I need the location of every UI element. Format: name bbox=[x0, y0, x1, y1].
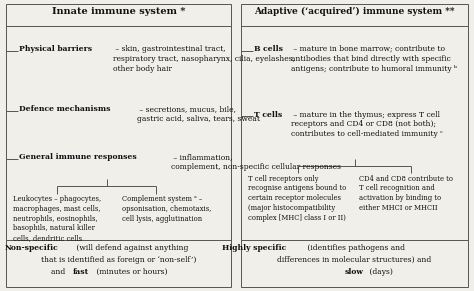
Text: (will defend against anything: (will defend against anything bbox=[74, 244, 189, 252]
Text: – mature in bone marrow; contribute to
antibodies that bind directly with specif: – mature in bone marrow; contribute to a… bbox=[292, 45, 457, 73]
Text: Highly specific: Highly specific bbox=[222, 244, 286, 252]
Text: B cells: B cells bbox=[254, 45, 283, 53]
Text: and: and bbox=[51, 268, 68, 276]
Text: – skin, gastrointestinal tract,
respiratory tract, nasopharynx, cilia, eyelashes: – skin, gastrointestinal tract, respirat… bbox=[113, 45, 295, 73]
Text: Physical barriers: Physical barriers bbox=[19, 45, 92, 53]
Text: (days): (days) bbox=[367, 268, 392, 276]
Text: CD4 and CD8 contribute to
T cell recognition and
activation by binding to
either: CD4 and CD8 contribute to T cell recogni… bbox=[359, 175, 453, 212]
Text: that is identified as foreign or ‘non-self’): that is identified as foreign or ‘non-se… bbox=[41, 256, 196, 264]
Text: (identifies pathogens and: (identifies pathogens and bbox=[305, 244, 405, 252]
Text: slow: slow bbox=[345, 268, 364, 276]
Text: Defence mechanisms: Defence mechanisms bbox=[19, 105, 110, 113]
Text: Adaptive (‘acquired’) immune system **: Adaptive (‘acquired’) immune system ** bbox=[255, 7, 455, 16]
Text: Complement system ᵃ –
opsonisation, chemotaxis,
cell lysis, agglutination: Complement system ᵃ – opsonisation, chem… bbox=[122, 195, 211, 223]
Text: T cell receptors only
recognise antigens bound to
certain receptor molecules
(ma: T cell receptors only recognise antigens… bbox=[248, 175, 346, 222]
Text: – mature in the thymus; express T cell
receptors and CD4 or CD8 (not both);
cont: – mature in the thymus; express T cell r… bbox=[291, 111, 442, 138]
Text: Leukocytes – phagocytes,
macrophages, mast cells,
neutrophils, eosinophils,
baso: Leukocytes – phagocytes, macrophages, ma… bbox=[13, 195, 101, 242]
Bar bbox=[6, 4, 231, 287]
Bar bbox=[241, 4, 468, 287]
Text: T cells: T cells bbox=[254, 111, 283, 118]
Text: Non-specific: Non-specific bbox=[5, 244, 58, 252]
Text: Innate immune system *: Innate immune system * bbox=[52, 7, 185, 16]
Text: (minutes or hours): (minutes or hours) bbox=[93, 268, 167, 276]
Text: differences in molecular structures) and: differences in molecular structures) and bbox=[277, 256, 432, 264]
Text: – secretions, mucus, bile,
gastric acid, saliva, tears, sweat: – secretions, mucus, bile, gastric acid,… bbox=[137, 105, 260, 123]
Text: General immune responses: General immune responses bbox=[19, 153, 137, 161]
Text: fast: fast bbox=[73, 268, 89, 276]
Text: – inflammation,
complement, non-specific cellular responses: – inflammation, complement, non-specific… bbox=[171, 153, 341, 171]
